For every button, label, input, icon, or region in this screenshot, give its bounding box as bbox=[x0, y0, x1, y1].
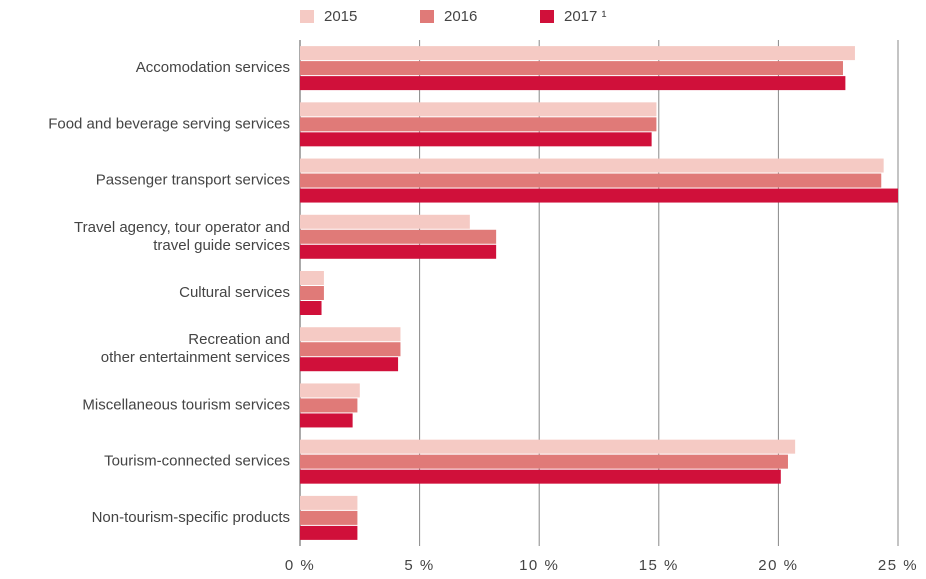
bar bbox=[300, 439, 796, 454]
legend-swatch bbox=[420, 10, 434, 23]
x-tick-label: 10 % bbox=[519, 557, 559, 574]
bar bbox=[300, 398, 358, 413]
y-tick-label: Accomodation services bbox=[136, 59, 290, 76]
bar bbox=[300, 214, 470, 229]
bar bbox=[300, 510, 358, 525]
x-tick-label: 5 % bbox=[404, 557, 434, 574]
y-tick-label: Recreation and other entertainment servic… bbox=[101, 331, 290, 366]
bar bbox=[300, 327, 401, 342]
bar bbox=[300, 525, 358, 540]
y-tick-label: Non-tourism-specific products bbox=[92, 509, 290, 526]
y-tick-label: Miscellaneous tourism services bbox=[82, 396, 290, 413]
bar bbox=[300, 357, 399, 372]
bar bbox=[300, 102, 657, 117]
y-tick-label: Passenger transport services bbox=[96, 172, 290, 189]
bar bbox=[300, 132, 652, 147]
bar bbox=[300, 286, 324, 300]
x-tick-label: 15 % bbox=[639, 557, 679, 574]
bar bbox=[300, 158, 884, 173]
bar bbox=[300, 383, 360, 398]
bar bbox=[300, 495, 358, 510]
legend-swatch bbox=[540, 10, 554, 23]
x-tick-label: 25 % bbox=[878, 557, 918, 574]
bar bbox=[300, 188, 898, 203]
bar bbox=[300, 469, 781, 484]
y-tick-label: Food and beverage serving services bbox=[48, 115, 290, 132]
bar bbox=[300, 229, 497, 244]
bar bbox=[300, 76, 846, 91]
bar bbox=[300, 61, 843, 76]
bar bbox=[300, 117, 657, 132]
legend-label: 2016 bbox=[444, 8, 477, 25]
bar bbox=[300, 271, 324, 285]
y-tick-label: Tourism-connected services bbox=[104, 453, 290, 470]
bar bbox=[300, 342, 401, 357]
y-tick-label: Cultural services bbox=[179, 284, 290, 301]
legend-swatch bbox=[300, 10, 314, 23]
bar bbox=[300, 46, 855, 61]
bar bbox=[300, 413, 353, 428]
y-tick-label: Travel agency, tour operator and travel g… bbox=[74, 219, 290, 254]
x-tick-label: 20 % bbox=[758, 557, 798, 574]
x-tick-label: 0 % bbox=[285, 557, 315, 574]
bar bbox=[300, 173, 882, 188]
bar bbox=[300, 454, 788, 469]
legend-label: 2017 ¹ bbox=[564, 8, 607, 25]
bar bbox=[300, 244, 497, 259]
bar bbox=[300, 301, 322, 315]
legend-label: 2015 bbox=[324, 8, 357, 25]
